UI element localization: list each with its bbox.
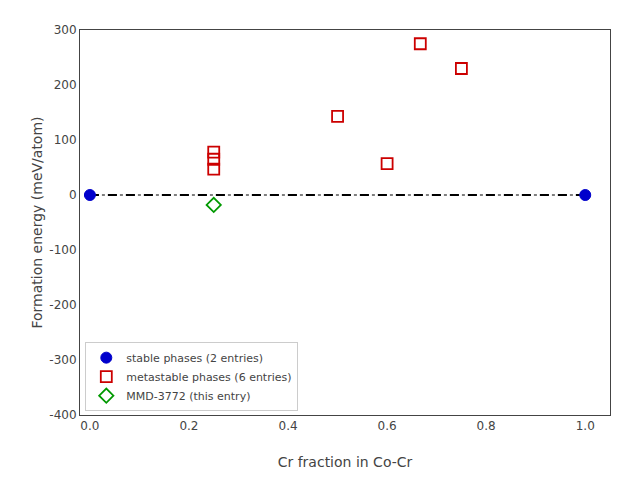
svg-text:-300: -300: [49, 353, 76, 367]
svg-text:0.0: 0.0: [80, 419, 99, 433]
svg-text:MMD-3772 (this entry): MMD-3772 (this entry): [126, 390, 250, 403]
svg-text:Cr fraction in Co-Cr: Cr fraction in Co-Cr: [278, 454, 413, 470]
svg-text:0.4: 0.4: [278, 419, 297, 433]
svg-text:1.0: 1.0: [576, 419, 595, 433]
svg-text:100: 100: [54, 133, 77, 147]
svg-text:0.2: 0.2: [179, 419, 198, 433]
svg-text:Formation energy (meV/atom): Formation energy (meV/atom): [29, 116, 45, 328]
svg-text:300: 300: [54, 23, 77, 37]
svg-text:-100: -100: [49, 243, 76, 257]
svg-text:0.6: 0.6: [378, 419, 397, 433]
svg-text:200: 200: [54, 78, 77, 92]
svg-text:0: 0: [69, 188, 77, 202]
svg-text:stable phases (2 entries): stable phases (2 entries): [126, 352, 263, 365]
svg-text:-200: -200: [49, 298, 76, 312]
svg-text:0.8: 0.8: [477, 419, 496, 433]
svg-text:metastable phases (6 entries): metastable phases (6 entries): [126, 371, 291, 384]
svg-text:-400: -400: [49, 408, 76, 422]
